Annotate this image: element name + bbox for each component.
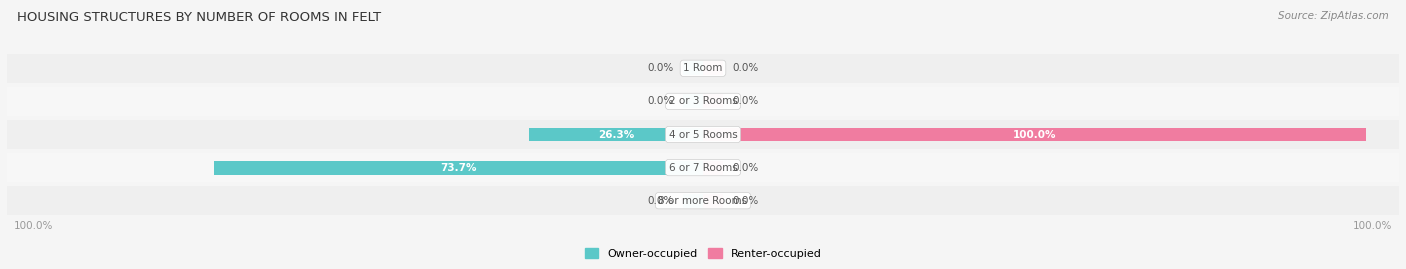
- Text: 0.0%: 0.0%: [733, 196, 759, 206]
- Bar: [529, 128, 703, 141]
- Bar: [703, 194, 723, 208]
- Text: 100.0%: 100.0%: [1353, 221, 1392, 231]
- Bar: [7, 54, 1399, 83]
- Text: 0.0%: 0.0%: [647, 63, 673, 73]
- Bar: [7, 120, 1399, 149]
- Bar: [7, 153, 1399, 182]
- Text: 100.0%: 100.0%: [1012, 129, 1056, 140]
- Bar: [683, 61, 703, 75]
- Text: 0.0%: 0.0%: [647, 96, 673, 107]
- Bar: [215, 161, 703, 175]
- Text: 73.7%: 73.7%: [440, 162, 477, 173]
- Text: 100.0%: 100.0%: [14, 221, 53, 231]
- Bar: [683, 194, 703, 208]
- Bar: [703, 161, 723, 175]
- Bar: [7, 186, 1399, 215]
- Text: 1 Room: 1 Room: [683, 63, 723, 73]
- Text: HOUSING STRUCTURES BY NUMBER OF ROOMS IN FELT: HOUSING STRUCTURES BY NUMBER OF ROOMS IN…: [17, 11, 381, 24]
- Text: 0.0%: 0.0%: [733, 63, 759, 73]
- Bar: [703, 61, 723, 75]
- Text: 8 or more Rooms: 8 or more Rooms: [658, 196, 748, 206]
- Text: 0.0%: 0.0%: [647, 196, 673, 206]
- Text: 26.3%: 26.3%: [598, 129, 634, 140]
- Text: 6 or 7 Rooms: 6 or 7 Rooms: [669, 162, 737, 173]
- Text: 2 or 3 Rooms: 2 or 3 Rooms: [669, 96, 737, 107]
- Text: Source: ZipAtlas.com: Source: ZipAtlas.com: [1278, 11, 1389, 21]
- Bar: [7, 87, 1399, 116]
- Bar: [703, 94, 723, 108]
- Bar: [703, 128, 1365, 141]
- Text: 0.0%: 0.0%: [733, 162, 759, 173]
- Text: 0.0%: 0.0%: [733, 96, 759, 107]
- Bar: [683, 94, 703, 108]
- Text: 4 or 5 Rooms: 4 or 5 Rooms: [669, 129, 737, 140]
- Legend: Owner-occupied, Renter-occupied: Owner-occupied, Renter-occupied: [581, 244, 825, 263]
